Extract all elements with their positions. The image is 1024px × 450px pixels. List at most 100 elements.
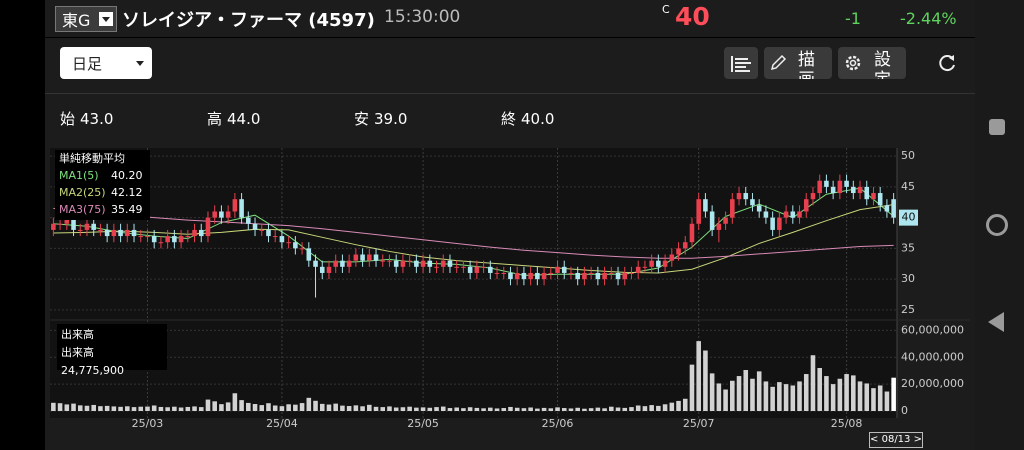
x-tick-label: 25/08 xyxy=(831,417,863,430)
candle-body xyxy=(783,211,789,218)
market-select[interactable]: 東G xyxy=(55,6,117,32)
volume-bar xyxy=(198,407,204,411)
volume-bar xyxy=(824,376,829,411)
ohlc-value: 39.0 xyxy=(374,110,408,128)
candle-body xyxy=(185,236,191,238)
volume-bar xyxy=(561,408,567,411)
volume-bar xyxy=(138,406,144,411)
recent-button[interactable] xyxy=(989,119,1005,135)
y-tick-label: 40,000,000 xyxy=(901,350,964,363)
volume-bar xyxy=(293,404,298,411)
candle-body xyxy=(84,223,90,230)
volume-bar xyxy=(615,407,621,411)
volume-bar xyxy=(817,368,822,411)
candle-body xyxy=(232,199,238,212)
refresh-button[interactable] xyxy=(936,52,958,74)
candle-body xyxy=(662,260,668,267)
volume-bar xyxy=(266,403,271,411)
volume-bar xyxy=(219,404,224,411)
volume-bar xyxy=(185,406,191,411)
candle-body xyxy=(797,211,802,218)
volume-bar xyxy=(750,378,755,411)
home-button[interactable] xyxy=(986,214,1008,236)
ohlc-label: 高 xyxy=(207,110,223,128)
candle-body xyxy=(158,242,164,244)
candle-body xyxy=(877,193,883,206)
volume-bar xyxy=(857,381,863,411)
pencil-icon xyxy=(770,54,787,71)
ma-list: MA1(5) 40.20 MA2(25) 42.12 MA3(75) 35.49 xyxy=(59,167,146,218)
divider xyxy=(45,37,975,38)
volume-bar xyxy=(447,408,453,411)
volume-bar xyxy=(743,370,749,411)
volume-bar xyxy=(98,406,103,411)
candle-body xyxy=(864,186,870,200)
volume-bar xyxy=(488,407,493,411)
volume-bar xyxy=(232,393,238,411)
y-tick-label: 20,000,000 xyxy=(901,377,964,390)
period-select[interactable]: 日足 xyxy=(60,47,152,79)
volume-bar xyxy=(71,403,76,411)
volume-bar xyxy=(158,406,164,411)
volume-bar xyxy=(353,405,359,411)
volume-bar xyxy=(319,403,325,411)
x-tick-label: 25/07 xyxy=(683,417,715,430)
ma-legend: 単純移動平均 MA1(5) 40.20 MA2(25) 42.12 MA3(75) 35.… xyxy=(55,150,150,220)
volume-bar xyxy=(225,402,231,411)
candle-body xyxy=(622,272,628,280)
y-tick-label: 0 xyxy=(901,404,908,417)
volume-bar xyxy=(467,407,473,411)
volume-bar xyxy=(642,406,648,411)
change-pct: -2.44% xyxy=(900,9,957,28)
volume-bar xyxy=(844,374,849,411)
volume-bar xyxy=(777,382,782,411)
candle-body xyxy=(891,199,896,218)
candle-body xyxy=(104,229,110,237)
candle-body xyxy=(629,272,634,274)
candle-body xyxy=(151,236,157,243)
indicator-button[interactable] xyxy=(724,47,758,79)
volume-bar xyxy=(891,377,896,411)
ma-name: MA2(25) xyxy=(59,186,106,199)
volume-bar xyxy=(178,407,184,411)
volume-bar xyxy=(756,371,762,411)
candle-body xyxy=(279,236,285,243)
candle-body xyxy=(400,260,406,267)
volume-bar xyxy=(481,408,486,411)
settings-button[interactable]: 設定 xyxy=(838,47,906,79)
volume-bar xyxy=(474,407,480,411)
candle-body xyxy=(225,211,231,218)
dropdown-icon xyxy=(136,60,144,66)
candle-body xyxy=(440,260,446,267)
volume-bar xyxy=(414,407,419,411)
settings-label: 設定 xyxy=(874,50,891,79)
candle-body xyxy=(595,272,601,280)
volume-bar xyxy=(326,404,332,411)
volume-bar xyxy=(393,407,399,411)
candle-body xyxy=(172,236,177,243)
candle-body xyxy=(851,186,856,194)
volume-bar xyxy=(84,405,90,411)
candle-body xyxy=(602,272,607,280)
back-button[interactable] xyxy=(988,312,1004,332)
candle-body xyxy=(535,272,540,280)
candle-body xyxy=(703,199,708,212)
candle-body xyxy=(319,266,325,273)
draw-button[interactable]: 描画 xyxy=(764,47,832,79)
volume-bar xyxy=(104,405,110,411)
y-tick-label: 25 xyxy=(901,303,915,316)
volume-bar xyxy=(205,399,211,411)
candle-body xyxy=(192,229,197,237)
ohlc-item: 安 39.0 xyxy=(354,108,407,129)
candle-body xyxy=(521,272,527,280)
volume-bar xyxy=(797,381,802,411)
candle-body xyxy=(810,193,816,200)
volume-bar xyxy=(367,404,372,411)
volume-bar xyxy=(387,406,392,411)
candle-body xyxy=(252,223,258,230)
candle-body xyxy=(474,266,480,273)
candle-body xyxy=(353,254,359,261)
date-nav[interactable]: < 08/13 > xyxy=(869,432,923,448)
volume-bar xyxy=(373,406,379,411)
candle-body xyxy=(454,266,459,268)
